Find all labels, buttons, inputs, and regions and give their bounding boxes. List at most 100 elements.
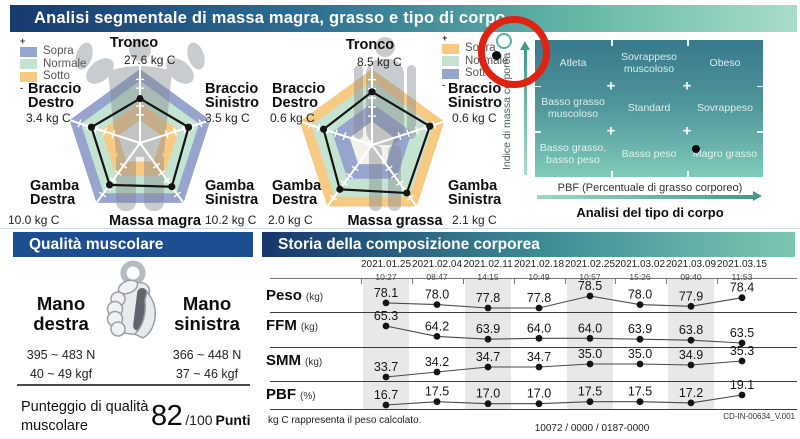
header-tick <box>666 278 667 284</box>
header-tick <box>361 278 362 284</box>
legend-label: Normale <box>43 57 87 70</box>
history-sparkline-peso: 78.1 78.0 77.8 77.8 78.5 78.0 77.9 78.4 <box>374 279 754 312</box>
row-metric: Peso <box>266 287 302 304</box>
pbf-axis-arrow-icon <box>537 191 762 201</box>
svg-text:19.1: 19.1 <box>730 378 754 392</box>
history-date-column: 2021.02.25 10:57 <box>556 259 624 282</box>
legend-swatch <box>20 71 37 82</box>
svg-text:77.8: 77.8 <box>527 291 551 305</box>
svg-text:63.5: 63.5 <box>730 326 754 340</box>
history-row-label: SMM (kg) <box>266 352 322 370</box>
edge-tick <box>757 85 763 88</box>
svg-text:63.9: 63.9 <box>628 322 652 336</box>
legend-swatch <box>20 59 37 70</box>
axis-value-tronco: 27.6 kg C <box>124 53 176 67</box>
svg-text:33.7: 33.7 <box>374 360 398 374</box>
axis-label-gamba-destra: Gamba Destra <box>272 178 322 209</box>
row-separator <box>270 347 797 348</box>
svg-text:34.7: 34.7 <box>527 350 551 364</box>
current-measurement-marker-icon <box>492 51 501 60</box>
right-hand-newton: 395 ~ 483 N <box>26 348 96 362</box>
muscle-quality-title: Qualità muscolare <box>13 232 253 257</box>
history-date: 2021.03.09 <box>665 259 717 270</box>
section-divider <box>0 228 800 229</box>
legend-item: Normale <box>20 57 87 71</box>
history-date-column: 2021.01.25 10:27 <box>352 259 420 282</box>
history-sparkline-smm: 33.7 34.2 34.7 34.7 35.0 35.0 34.9 35.3 <box>374 344 754 381</box>
legend-item: Sopra <box>20 45 86 58</box>
history-time: 14:15 <box>477 272 499 282</box>
axis-label-gamba-destra: Gamba Destra <box>30 178 80 209</box>
fat-mass-radar-panel: + Sopra Normale Sotto - Tronco 8.5 kg C Brac… <box>262 33 514 229</box>
axis-label-gamba-sinistra: Gamba Sinistra <box>205 178 259 209</box>
body-composition-history-panel: Storia della composizione corporea kg C … <box>262 232 798 439</box>
legend-label: Sopra <box>43 45 74 57</box>
history-time: 08:47 <box>426 272 448 282</box>
body-type-matrix: Atleta Sovrappeso muscoloso Obeso Basso gra… <box>535 40 763 177</box>
body-type-cell: Magro grasso <box>692 148 758 161</box>
right-hand-label: Mano destra <box>33 293 89 334</box>
body-type-cell: Atleta <box>559 56 587 69</box>
row-metric: PBF <box>266 386 296 403</box>
history-date-column: 2021.03.09 09:40 <box>657 259 725 282</box>
svg-text:78.1: 78.1 <box>374 286 398 300</box>
axis-value-gamba-destra: 2.0 kg C <box>268 213 313 227</box>
fat-chart-title: Massa grassa <box>347 213 443 229</box>
svg-text:77.9: 77.9 <box>679 289 703 303</box>
row-metric: FFM <box>266 317 297 334</box>
header-tick <box>615 278 616 284</box>
header-tick <box>463 278 464 284</box>
history-date-column: 2021.02.04 08:47 <box>403 259 471 282</box>
svg-text:35.0: 35.0 <box>578 347 602 361</box>
history-title: Storia della composizione corporea <box>262 232 795 257</box>
svg-text:17.0: 17.0 <box>527 387 551 401</box>
axis-value-gamba-sinistra: 2.1 kg C <box>452 213 497 227</box>
svg-text:35.0: 35.0 <box>628 347 652 361</box>
row-metric: SMM <box>266 352 301 369</box>
body-type-title: Analisi del tipo di corpo <box>576 205 724 220</box>
axis-label-braccio-sinistro: Braccio Sinistro <box>448 81 502 112</box>
axis-label-gamba-sinistra: Gamba Sinistra <box>448 178 502 209</box>
svg-text:64.2: 64.2 <box>425 319 449 333</box>
body-type-grid: Atleta Sovrappeso muscoloso Obeso Basso gra… <box>535 40 763 177</box>
legend-plus-sign: + <box>20 36 26 46</box>
body-type-data-point <box>691 144 700 153</box>
history-date: 2021.02.04 <box>411 259 463 270</box>
right-hand-kgf: 40 ~ 49 kgf <box>29 367 93 381</box>
row-unit: (kg) <box>305 292 324 303</box>
history-time: 09:40 <box>680 272 702 282</box>
body-type-cell: Sovrappeso muscoloso <box>620 50 678 75</box>
row-unit: (kg) <box>300 322 319 333</box>
body-type-cell: Obeso <box>709 56 741 69</box>
svg-text:34.2: 34.2 <box>425 355 449 369</box>
muscle-quality-score-label: Punteggio di qualità muscolare <box>21 399 149 434</box>
previous-measurement-marker-icon <box>496 33 512 49</box>
body-type-cell: Basso grasso, basso peso <box>539 142 607 167</box>
history-date-column: 2021.02.18 10:49 <box>505 259 573 282</box>
left-hand-kgf: 37 ~ 46 kgf <box>175 367 239 381</box>
history-date: 2021.03.15 <box>716 259 768 270</box>
grid-cross-marker: + <box>682 122 692 140</box>
legend-swatch <box>442 43 459 54</box>
lean-chart-legend: + Sopra Normale Sotto - <box>20 37 86 92</box>
score-denominator: /100 <box>185 412 213 428</box>
axis-label-tronco: Tronco <box>109 35 159 51</box>
document-code: CD-IN-00634_V.001 <box>723 412 795 421</box>
svg-text:78.0: 78.0 <box>628 288 652 302</box>
edge-tick <box>687 171 689 177</box>
history-row-label: PBF (%) <box>266 386 316 404</box>
history-header-line <box>270 278 797 279</box>
lean-mass-radar-chart <box>65 39 215 211</box>
body-type-cell: Standard <box>627 102 671 115</box>
legend-swatch <box>442 56 459 67</box>
svg-text:64.0: 64.0 <box>527 321 551 335</box>
left-hand-newton: 366 ~ 448 N <box>172 348 242 362</box>
legend-label: Sotto <box>43 70 70 82</box>
svg-text:78.5: 78.5 <box>578 279 602 293</box>
column-stripe <box>465 278 511 409</box>
axis-label-braccio-destro: Braccio Destro <box>272 81 326 112</box>
history-date: 2021.02.18 <box>513 259 565 270</box>
history-time: 15:26 <box>629 272 651 282</box>
score-value: 82 <box>151 400 183 432</box>
history-date: 2021.02.25 <box>564 259 616 270</box>
